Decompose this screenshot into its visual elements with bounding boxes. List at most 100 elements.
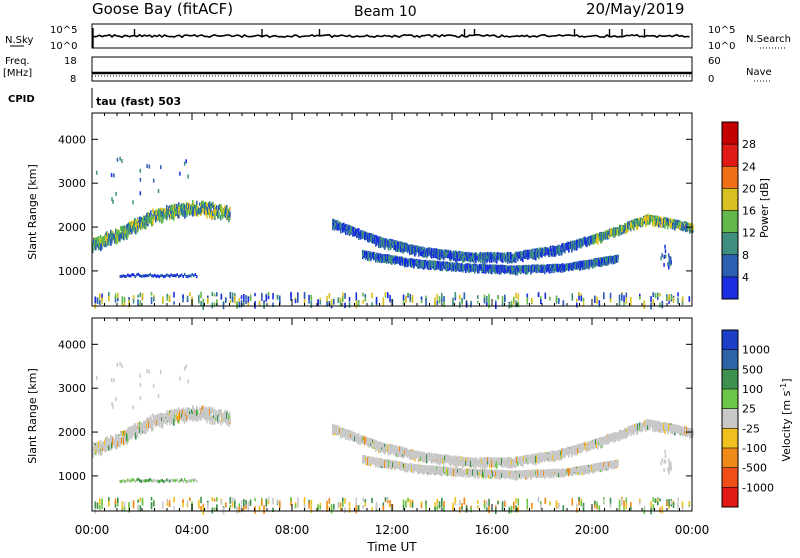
power-echo — [266, 295, 268, 302]
power-echo — [365, 297, 367, 301]
power-echo — [239, 302, 241, 308]
velocity-echo — [196, 406, 198, 410]
power-echo — [186, 275, 188, 278]
power-echo — [484, 298, 486, 303]
power-echo — [655, 295, 657, 299]
power-echo — [108, 292, 110, 296]
power-echo — [139, 274, 141, 277]
power-echo — [124, 297, 126, 302]
freq-tick-bottom: 8 — [70, 74, 76, 85]
power-echo — [99, 300, 101, 305]
power-echo — [617, 255, 619, 258]
beam-title: Beam 10 — [354, 4, 417, 20]
power-echo — [196, 275, 198, 278]
power-echo — [146, 164, 148, 168]
power-echo — [189, 292, 191, 296]
power-echo — [599, 300, 601, 305]
power-echo — [338, 298, 340, 303]
power-echo — [183, 275, 185, 278]
power-echo — [578, 292, 580, 296]
power-echo — [123, 274, 125, 277]
velocity-echo — [212, 418, 214, 422]
velocity-echo — [100, 440, 102, 444]
power-echo — [111, 173, 113, 177]
power-echo — [162, 274, 164, 277]
power-echo — [344, 293, 346, 299]
power-echo — [137, 295, 139, 298]
power-echo — [189, 274, 191, 277]
power-echo — [459, 302, 461, 308]
power-echo — [132, 273, 134, 276]
nsky-spikes — [93, 28, 645, 48]
power-echo — [594, 296, 596, 300]
power-echo — [151, 274, 153, 277]
power-echo — [362, 293, 364, 297]
freq-tick-top: 18 — [64, 56, 77, 67]
power-echo — [186, 159, 188, 163]
power-echo — [175, 274, 177, 277]
cpid-label: CPID — [8, 94, 35, 105]
power-echo — [230, 292, 232, 299]
power-echo — [245, 295, 247, 300]
power-echo — [192, 273, 194, 276]
power-echo — [376, 297, 378, 305]
power-echo — [149, 165, 151, 169]
power-echo — [100, 235, 102, 239]
power-echo — [670, 257, 672, 261]
power-echo — [153, 275, 155, 278]
power-echo — [563, 300, 565, 306]
power-echo — [248, 296, 250, 302]
power-echo — [502, 296, 504, 302]
power-echo — [218, 212, 220, 217]
power-echo — [518, 293, 520, 300]
power-echo — [145, 274, 147, 277]
freq-label: Freq. — [5, 56, 30, 67]
velocity-echo — [218, 417, 220, 422]
power-echo — [531, 298, 533, 303]
power-echo — [160, 274, 162, 277]
power-echo — [124, 275, 126, 278]
power-echo — [171, 273, 173, 276]
power-echo — [173, 301, 175, 304]
power-echo — [545, 293, 547, 299]
power-echo — [333, 299, 335, 304]
power-echo — [157, 274, 159, 277]
power-echo — [153, 179, 155, 183]
power-echo — [677, 297, 679, 304]
power-echo — [669, 256, 671, 260]
power-echo — [141, 275, 143, 278]
power-echo — [140, 293, 142, 297]
power-echo — [172, 274, 174, 277]
velocity-echo — [152, 424, 154, 430]
power-echo — [115, 192, 117, 196]
power-echo — [626, 293, 628, 298]
nsky-tick-bottom: 10^0 — [50, 41, 77, 52]
power-echo — [153, 297, 155, 302]
power-echo — [365, 294, 367, 297]
nave-tick-top: 60 — [708, 56, 721, 67]
power-echo — [140, 300, 142, 306]
power-echo — [349, 302, 351, 308]
power-echo — [371, 293, 373, 298]
power-echo — [137, 299, 139, 306]
power-echo — [198, 295, 200, 303]
power-echo — [663, 255, 665, 259]
power-echo — [154, 274, 156, 277]
nsky-label: N.Sky — [5, 35, 33, 46]
power-echo — [190, 275, 192, 278]
nsearch-label: N.Search — [746, 34, 791, 45]
power-echo — [101, 297, 103, 303]
power-echo — [130, 274, 132, 277]
y-tick-label: 1000 — [58, 265, 86, 278]
power-echo — [254, 293, 256, 296]
power-echo — [437, 300, 439, 305]
power-echo — [455, 292, 457, 298]
power-echo — [603, 294, 605, 298]
power-echo — [166, 273, 168, 276]
power-echo — [117, 293, 119, 298]
power-echo — [236, 302, 238, 309]
power-echo — [443, 296, 445, 302]
